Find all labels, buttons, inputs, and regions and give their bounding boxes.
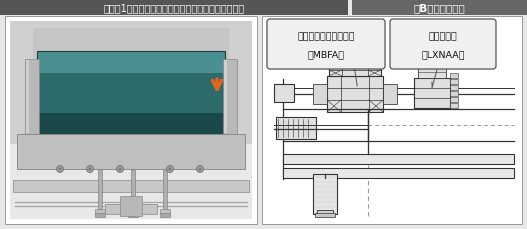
Bar [37, 52, 225, 74]
Circle shape [167, 166, 173, 173]
Bar [327, 77, 383, 112]
Bar [274, 85, 294, 103]
Circle shape [169, 168, 171, 171]
Bar [128, 209, 138, 214]
Circle shape [58, 168, 62, 171]
Bar [13, 180, 249, 192]
Circle shape [56, 166, 63, 173]
Bar [450, 74, 458, 79]
Text: （LXNAA）: （LXNAA） [421, 50, 465, 59]
Bar [223, 60, 237, 134]
Bar [95, 209, 105, 214]
Bar [276, 117, 316, 139]
Bar [418, 65, 446, 79]
Bar [224, 61, 227, 134]
Bar [450, 80, 458, 85]
Bar [33, 29, 229, 156]
Bar [383, 85, 397, 105]
Text: 【写真1】ベルトコンベアのテンション調整機構の例: 【写真1】ベルトコンベアのテンション調整機構の例 [103, 3, 245, 13]
Bar [160, 209, 170, 214]
Bar [450, 86, 458, 91]
Bar [163, 170, 167, 212]
Circle shape [119, 168, 122, 171]
Bar [37, 74, 225, 113]
Circle shape [199, 168, 201, 171]
Bar [414, 79, 450, 109]
Bar [105, 204, 157, 214]
Bar [37, 52, 225, 139]
Circle shape [197, 166, 203, 173]
Bar [131, 170, 135, 212]
Circle shape [116, 166, 123, 173]
Bar [450, 92, 458, 97]
FancyBboxPatch shape [390, 20, 496, 70]
Circle shape [89, 168, 92, 171]
Bar [313, 174, 337, 214]
Bar [120, 196, 142, 216]
Bar [352, 0, 527, 16]
Bar [313, 85, 327, 105]
Bar [17, 134, 245, 169]
FancyBboxPatch shape [267, 20, 385, 70]
Bar [37, 113, 225, 139]
Text: 丸ベルト用アイドラー: 丸ベルト用アイドラー [297, 33, 355, 41]
Bar [26, 61, 29, 134]
Bar [128, 213, 138, 217]
Bar [450, 104, 458, 109]
Text: 片持ちピン: 片持ちピン [428, 33, 457, 41]
Bar [450, 98, 458, 103]
Bar [262, 17, 522, 224]
Bar [283, 168, 514, 178]
Bar [5, 17, 257, 224]
Bar [329, 59, 381, 77]
Bar [0, 0, 348, 16]
Bar [17, 134, 245, 169]
Bar [25, 60, 39, 134]
Bar [317, 210, 333, 216]
Text: （B）部の構造図: （B）部の構造図 [414, 3, 465, 13]
Bar [283, 154, 514, 164]
Bar [10, 22, 252, 219]
Bar [160, 213, 170, 217]
Bar [10, 144, 252, 219]
Bar [315, 213, 335, 217]
Circle shape [86, 166, 93, 173]
Bar [95, 213, 105, 217]
Bar [98, 170, 102, 212]
Text: （MBFA）: （MBFA） [307, 50, 345, 59]
